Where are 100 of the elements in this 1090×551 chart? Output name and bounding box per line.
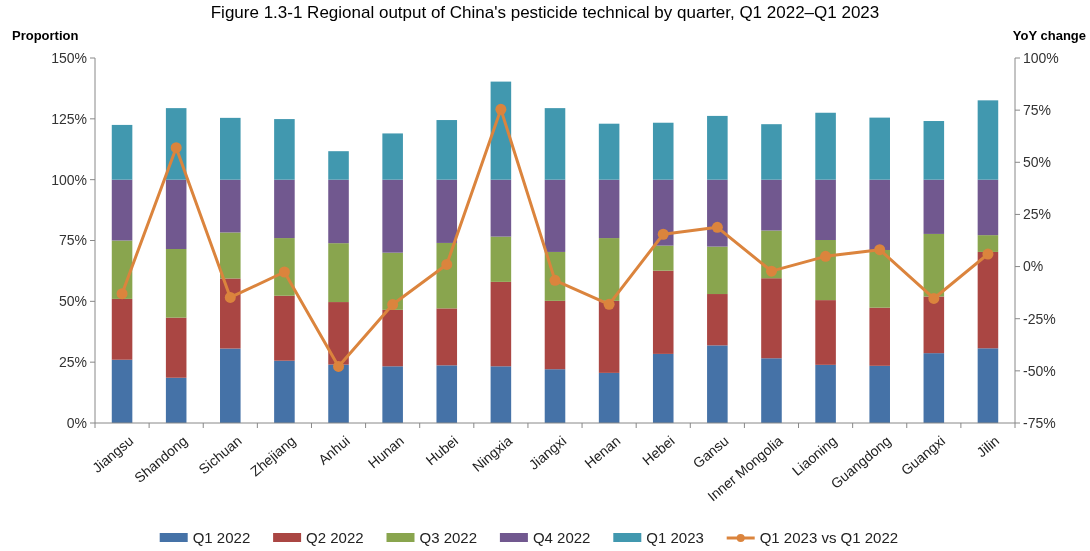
bar: [274, 295, 295, 361]
bar: [111, 359, 133, 423]
point: [928, 292, 940, 304]
bar: [761, 124, 782, 180]
bar: [382, 179, 403, 253]
bar: [652, 353, 674, 423]
y2-tick-label: -75%: [1023, 414, 1056, 431]
bar: [490, 179, 512, 237]
legend-label: Q1 2022: [192, 529, 251, 546]
bar: [652, 122, 674, 180]
bar: [598, 179, 620, 239]
bar: [220, 348, 241, 423]
y2-tick-label: -25%: [1023, 310, 1056, 327]
bar: [598, 372, 620, 423]
bar: [165, 317, 187, 378]
bar: [869, 307, 890, 366]
bar: [977, 179, 999, 236]
bar: [923, 121, 945, 180]
legend-label: Q2 2022: [306, 529, 364, 546]
bar: [274, 179, 295, 239]
y2-tick-label: 100%: [1023, 49, 1059, 66]
bar: [598, 238, 620, 301]
legend-label: Q4 2022: [532, 529, 591, 546]
point: [495, 103, 507, 115]
point: [549, 274, 561, 286]
bar: [707, 345, 728, 423]
bar: [707, 246, 728, 295]
bar: [707, 179, 728, 247]
bar: [815, 112, 836, 180]
bar: [815, 179, 836, 241]
bar: [652, 245, 674, 271]
bar: [977, 348, 999, 423]
bar: [761, 179, 782, 231]
y-tick-label: 50%: [58, 293, 87, 310]
y-tick-label: 125%: [51, 110, 87, 127]
point: [711, 221, 723, 233]
bar: [165, 179, 187, 250]
y-tick-label: 0%: [66, 414, 87, 431]
bar: [328, 302, 349, 365]
point: [820, 250, 832, 262]
legend-label: Q1 2023: [646, 529, 704, 546]
bar: [165, 377, 187, 423]
point: [278, 266, 290, 278]
bar: [652, 270, 674, 354]
point: [224, 291, 236, 303]
point: [333, 360, 345, 372]
bar: [382, 366, 403, 423]
bar: [869, 249, 890, 308]
bar: [165, 249, 187, 318]
bar: [923, 296, 945, 354]
y2-tick-label: 75%: [1023, 102, 1052, 119]
bar: [544, 179, 566, 252]
point: [116, 288, 128, 300]
y-tick-label: 75%: [58, 232, 87, 249]
bar: [382, 133, 403, 180]
point: [387, 299, 399, 311]
point: [657, 228, 669, 240]
bar: [436, 179, 458, 243]
bar: [328, 243, 349, 303]
bar: [544, 108, 566, 180]
bar: [761, 278, 782, 359]
bar: [761, 358, 782, 423]
bar: [111, 298, 133, 360]
bar: [707, 115, 728, 180]
bar: [490, 236, 512, 282]
bar: [977, 251, 999, 349]
bar: [328, 179, 349, 244]
y-tick-label: 25%: [58, 354, 87, 371]
bar: [111, 124, 133, 180]
point: [170, 142, 182, 154]
legend-label: Q1 2023 vs Q1 2022: [759, 529, 899, 546]
bar: [382, 309, 403, 367]
bar: [328, 364, 349, 423]
bar: [274, 360, 295, 423]
bar: [869, 365, 890, 423]
bar: [598, 300, 620, 373]
point: [765, 265, 777, 277]
y2-axis-title: YoY change: [1012, 28, 1086, 43]
bar: [869, 117, 890, 180]
bar: [328, 151, 349, 180]
bar: [544, 369, 566, 423]
point: [441, 258, 453, 270]
bar: [598, 123, 620, 180]
bar: [707, 294, 728, 346]
bar: [220, 179, 241, 233]
bar: [815, 364, 836, 423]
legend-label: Q3 2022: [419, 529, 478, 546]
bar: [490, 366, 512, 423]
y2-tick-label: 0%: [1023, 258, 1044, 275]
bar: [977, 100, 999, 180]
bar: [111, 179, 133, 241]
bar: [436, 308, 458, 366]
bar: [436, 120, 458, 180]
chart-title: Figure 1.3-1 Regional output of China's pesticide technical by quarter, Q1 2022–Q1 2023: [210, 3, 880, 22]
bar: [490, 281, 512, 367]
bar: [220, 117, 241, 180]
bar: [220, 232, 241, 279]
point: [982, 248, 994, 260]
point: [603, 298, 615, 310]
bar: [815, 300, 836, 365]
